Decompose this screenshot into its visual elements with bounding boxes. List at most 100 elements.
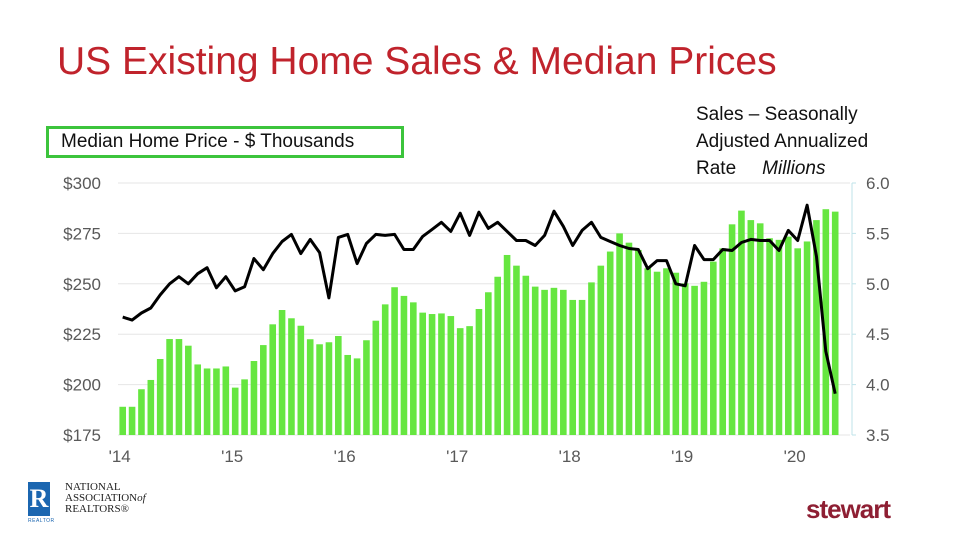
price-bar: [316, 344, 323, 435]
price-bar: [231, 387, 239, 435]
price-bar: [747, 220, 755, 435]
price-bar: [447, 316, 455, 435]
price-bar: [194, 364, 201, 435]
price-bar: [428, 314, 436, 435]
right-tick-label: 3.5: [866, 426, 890, 445]
price-bar: [653, 271, 661, 435]
price-bar: [635, 249, 642, 435]
price-bar: [644, 268, 651, 435]
price-bar: [344, 354, 351, 435]
nar-sub-text: REALTOR: [28, 518, 55, 524]
left-tick-label: $275: [63, 224, 101, 243]
price-bar: [728, 224, 736, 435]
price-bar: [241, 379, 248, 435]
nar-of: of: [137, 492, 146, 504]
right-tick-label: 5.0: [866, 275, 890, 294]
left-tick-label: $200: [63, 376, 101, 395]
price-bar: [756, 223, 764, 435]
nar-r-mark-icon: R: [28, 482, 50, 516]
price-bar: [260, 345, 267, 435]
price-bar: [531, 286, 539, 435]
legend-median-price: Median Home Price - $ Thousands: [46, 126, 404, 158]
price-bar: [766, 238, 773, 435]
right-axis-units: Millions: [762, 158, 826, 179]
x-tick-label: '16: [334, 447, 356, 466]
price-bar: [372, 320, 380, 435]
left-tick-label: $300: [63, 174, 101, 193]
price-bar: [785, 236, 792, 435]
price-bar: [185, 345, 192, 435]
price-bar: [503, 254, 511, 435]
sales-line: [122, 203, 837, 395]
price-bar: [306, 339, 314, 435]
price-bar: [391, 287, 398, 435]
price-bar: [494, 276, 501, 435]
right-tick-label: 4.0: [866, 376, 890, 395]
x-tick-label: '14: [109, 447, 131, 466]
chart-title: US Existing Home Sales & Median Prices: [57, 40, 777, 83]
price-bar: [578, 299, 586, 435]
price-bar: [588, 282, 595, 435]
right-axis-label: Sales – Seasonally Adjusted Annualized R…: [696, 101, 868, 182]
nar-line1: NATIONAL: [65, 481, 121, 493]
price-bar: [400, 295, 408, 435]
price-bar: [597, 265, 605, 435]
price-bar: [606, 251, 614, 435]
x-tick-label: '18: [559, 447, 581, 466]
price-bar: [278, 310, 286, 435]
price-bar: [297, 325, 305, 435]
right-axis-label-line1: Sales – Seasonally: [696, 104, 858, 125]
price-bar: [410, 302, 417, 435]
price-bar: [466, 326, 473, 435]
x-tick-label: '20: [784, 447, 806, 466]
price-bar: [691, 285, 698, 435]
price-bar: [672, 272, 680, 435]
x-tick-label: '19: [671, 447, 693, 466]
price-bar: [719, 248, 726, 435]
price-bar: [222, 366, 230, 435]
price-bar: [710, 261, 717, 435]
price-bar: [288, 318, 295, 435]
price-bar: [475, 309, 483, 435]
price-bar: [513, 265, 520, 435]
left-tick-label: $250: [63, 275, 101, 294]
price-bar: [738, 210, 745, 435]
price-bar: [560, 289, 567, 435]
right-tick-label: 5.5: [866, 224, 890, 243]
price-bar: [625, 242, 633, 435]
price-bar: [775, 239, 783, 435]
price-bar: [363, 340, 370, 435]
right-axis-label-line2: Adjusted Annualized: [696, 131, 869, 152]
price-bar: [813, 220, 820, 435]
price-bar: [794, 248, 801, 435]
price-bar: [681, 283, 689, 435]
price-bar: [616, 233, 623, 435]
price-bar: [128, 406, 136, 435]
price-bar: [250, 361, 258, 435]
left-tick-label: $175: [63, 426, 101, 445]
price-bar: [803, 241, 811, 435]
price-bar: [822, 209, 830, 435]
price-bar: [663, 268, 670, 435]
price-bar: [138, 389, 145, 435]
x-tick-label: '17: [446, 447, 468, 466]
price-bar: [325, 342, 333, 435]
price-bar: [213, 368, 220, 435]
price-bar: [166, 339, 173, 435]
price-bar: [175, 339, 183, 435]
price-bar: [419, 312, 426, 435]
price-bar: [269, 324, 276, 435]
price-bar: [550, 287, 558, 435]
price-bar: [335, 336, 342, 435]
price-bar: [700, 281, 708, 435]
price-bar: [541, 289, 548, 435]
price-bar: [485, 292, 492, 435]
price-bar: [147, 379, 155, 435]
nar-line2: ASSOCIATION: [65, 492, 138, 504]
price-bar: [119, 406, 126, 435]
right-tick-label: 6.0: [866, 174, 890, 193]
price-bar: [522, 275, 530, 435]
x-tick-label: '15: [221, 447, 243, 466]
price-bar: [203, 368, 211, 435]
